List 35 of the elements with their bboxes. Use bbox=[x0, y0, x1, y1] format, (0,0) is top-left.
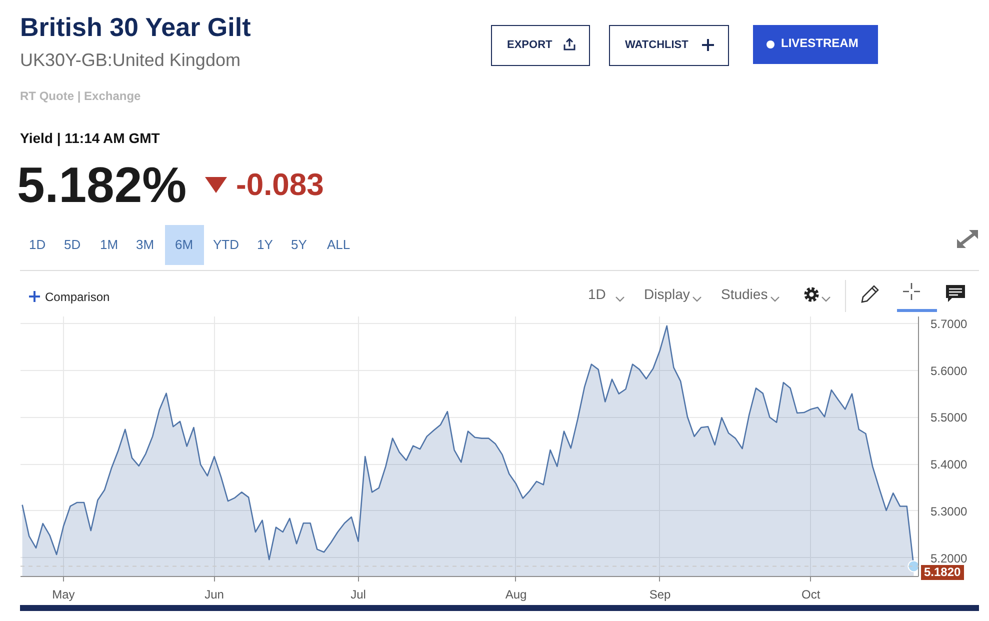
y-tick-label: 5.4000 bbox=[930, 458, 968, 472]
annotation: 1D bbox=[29, 238, 46, 252]
y-tick-label: 5.6000 bbox=[930, 364, 968, 378]
annotation: 6M bbox=[175, 238, 194, 252]
annotation: RT Quote | Exchange bbox=[20, 90, 141, 104]
y-tick-label: 5.7000 bbox=[930, 317, 968, 332]
annotation: 1Y bbox=[257, 238, 273, 252]
annotation: 5D bbox=[64, 238, 81, 252]
x-tick-label: Oct bbox=[802, 588, 821, 602]
annotation: LIVESTREAM bbox=[781, 37, 858, 50]
y-tick-label: 5.5000 bbox=[930, 410, 968, 425]
title: British 30 Year Gilt bbox=[20, 13, 251, 42]
subtitle: UK30Y-GB:United Kingdom bbox=[20, 51, 240, 71]
annotation: 5Y bbox=[291, 238, 307, 252]
annotation: 1M bbox=[100, 238, 118, 252]
ref-line-label: 5.1820 bbox=[921, 565, 964, 580]
x-tick-label: Aug bbox=[505, 588, 527, 602]
x-tick-label: Jul bbox=[350, 588, 366, 602]
y-tick-label: 5.3000 bbox=[930, 504, 968, 518]
annotation: WATCHLIST bbox=[625, 39, 688, 52]
annotation: 1D bbox=[588, 287, 606, 302]
annotation: Display bbox=[644, 287, 690, 302]
x-tick-label: May bbox=[52, 588, 75, 602]
annotation: -0.083 bbox=[236, 168, 324, 202]
x-tick-label: Jun bbox=[204, 588, 224, 602]
y-tick-label: 5.2000 bbox=[930, 551, 968, 566]
annotation: 3M bbox=[136, 238, 154, 252]
annotation: Yield | 11:14 AM GMT bbox=[20, 131, 160, 146]
annotation: 5.182% bbox=[17, 158, 187, 213]
annotation: ALL bbox=[327, 238, 350, 252]
x-tick-label: Sep bbox=[649, 588, 671, 602]
annotation: Comparison bbox=[45, 291, 110, 304]
annotation: YTD bbox=[213, 238, 239, 252]
annotation: Studies bbox=[721, 287, 768, 302]
annotation: EXPORT bbox=[507, 39, 552, 52]
